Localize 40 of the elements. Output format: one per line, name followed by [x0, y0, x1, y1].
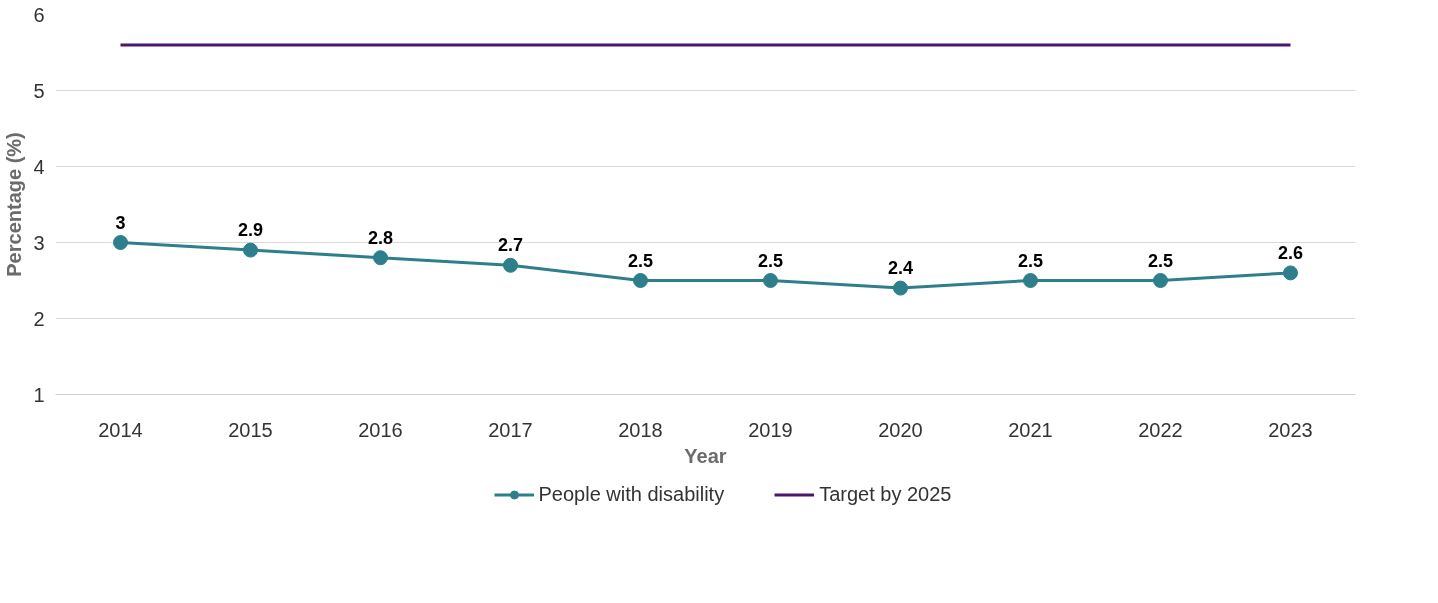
x-axis-title: Year — [684, 444, 727, 467]
point — [503, 257, 518, 273]
x-tick-label: 2017 — [488, 418, 533, 441]
point — [373, 250, 388, 266]
y-tick-label: 2 — [33, 307, 45, 330]
y-axis-title: Percentage (%) — [3, 132, 26, 277]
data-label: 2.6 — [1277, 242, 1304, 263]
point — [893, 280, 908, 296]
point — [1283, 265, 1298, 281]
x-tick-label: 2018 — [618, 418, 663, 441]
data-label: 2.5 — [757, 250, 784, 271]
point — [633, 273, 648, 288]
x-tick-label: 2016 — [358, 418, 403, 441]
y-tick-label: 3 — [33, 231, 45, 254]
point — [113, 235, 128, 250]
x-tick-label: 2015 — [228, 418, 273, 441]
data-label: 2.5 — [627, 250, 654, 271]
x-tick-label: 2014 — [98, 418, 143, 441]
data-label: 2.5 — [1147, 250, 1174, 271]
x-tick-label: 2021 — [1008, 418, 1053, 441]
point — [763, 273, 778, 288]
x-tick-label: 2022 — [1138, 418, 1183, 441]
data-label: 2.9 — [237, 220, 264, 241]
point — [1153, 273, 1168, 288]
x-tick-label: 2020 — [878, 418, 923, 441]
legend-label: Target by 2025 — [819, 482, 952, 506]
data-label: 3 — [115, 212, 126, 233]
y-tick-label: 6 — [33, 3, 45, 26]
point — [1023, 273, 1038, 288]
point — [243, 242, 258, 258]
data-label: 2.4 — [887, 258, 914, 279]
data-label: 2.7 — [497, 235, 524, 256]
data-label: 2.5 — [1017, 250, 1044, 271]
legend-label: People with disability — [538, 482, 725, 506]
x-tick-label: 2023 — [1268, 418, 1313, 441]
y-tick-label: 4 — [33, 155, 45, 178]
data-label: 2.8 — [367, 227, 394, 248]
y-tick-label: 1 — [33, 383, 45, 406]
y-tick-label: 5 — [33, 79, 45, 102]
x-tick-label: 2019 — [748, 418, 793, 441]
